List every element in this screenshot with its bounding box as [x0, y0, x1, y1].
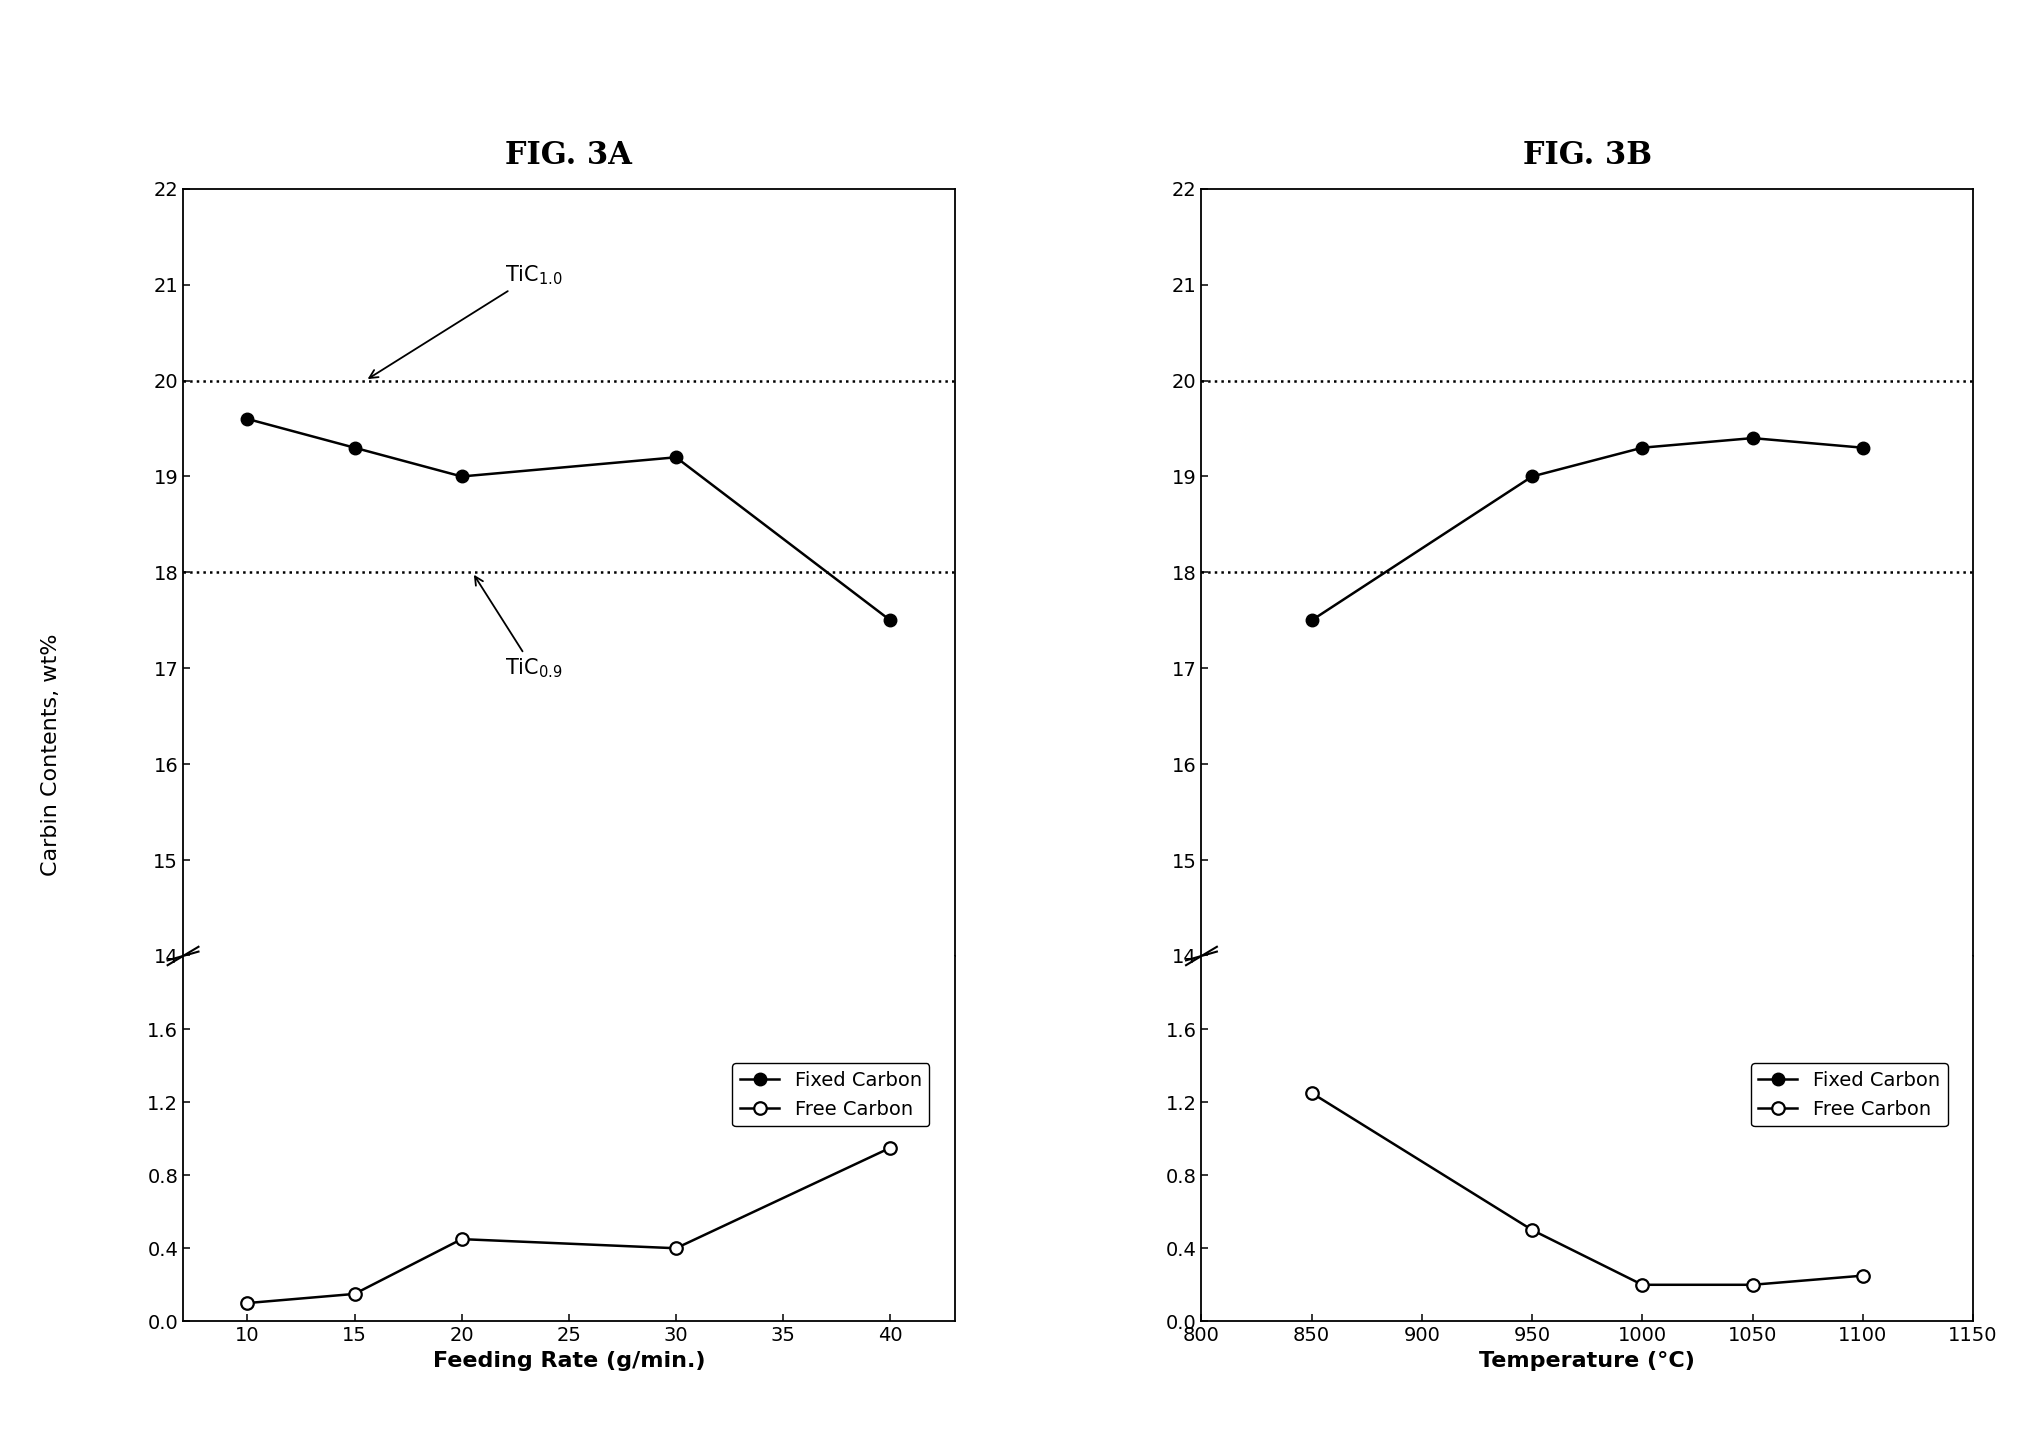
X-axis label: Temperature (°C): Temperature (°C) — [1479, 1350, 1694, 1371]
Text: Carbin Contents, wt%: Carbin Contents, wt% — [41, 633, 61, 877]
X-axis label: Feeding Rate (g/min.): Feeding Rate (g/min.) — [433, 1350, 706, 1371]
Text: TiC$_{1.0}$: TiC$_{1.0}$ — [370, 263, 561, 378]
Title: FIG. 3B: FIG. 3B — [1523, 139, 1652, 171]
Title: FIG. 3A: FIG. 3A — [504, 139, 633, 171]
Legend: Fixed Carbon, Free Carbon: Fixed Carbon, Free Carbon — [1751, 1063, 1949, 1127]
Legend: Fixed Carbon, Free Carbon: Fixed Carbon, Free Carbon — [732, 1063, 930, 1127]
Text: TiC$_{0.9}$: TiC$_{0.9}$ — [476, 576, 561, 680]
